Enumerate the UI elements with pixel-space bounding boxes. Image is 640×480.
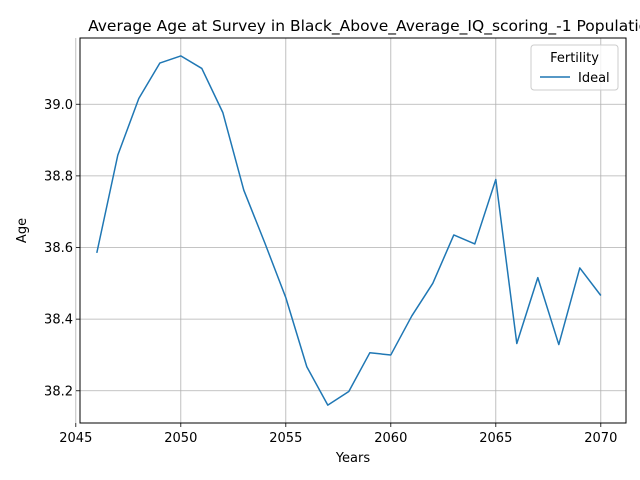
- legend-box: [530, 44, 619, 91]
- plot-series: [96, 55, 602, 406]
- x-tick-label: 2070: [584, 431, 617, 446]
- y-axis-label: Age: [15, 218, 30, 243]
- x-axis-label: Years: [335, 451, 371, 466]
- x-tick-label: 2065: [479, 431, 512, 446]
- x-tick-label: 2045: [59, 431, 92, 446]
- y-tick-label: 39.0: [44, 98, 73, 113]
- x-tick-label: 2055: [269, 431, 302, 446]
- legend-title: Fertility: [550, 51, 599, 66]
- y-tick-label: 38.4: [44, 313, 73, 328]
- axis-ticks: 2045 2050 2055 2060 2065 2070 38.2 38.4 38.6 38.8…: [44, 98, 617, 446]
- y-tick-label: 38.8: [44, 169, 73, 184]
- y-tick-label: 38.2: [44, 384, 73, 399]
- x-tick-label: 2050: [164, 431, 197, 446]
- plot-area-frame: [79, 37, 627, 424]
- y-tick-label: 38.6: [44, 241, 73, 256]
- legend-entry-label: Ideal: [578, 71, 610, 86]
- chart-title: Average Age at Survey in Black_Above_Ave…: [88, 17, 640, 36]
- grid: [75, 38, 626, 423]
- legend: Fertility Ideal: [530, 44, 619, 91]
- x-tick-label: 2060: [374, 431, 407, 446]
- series-line-ideal: [96, 55, 602, 406]
